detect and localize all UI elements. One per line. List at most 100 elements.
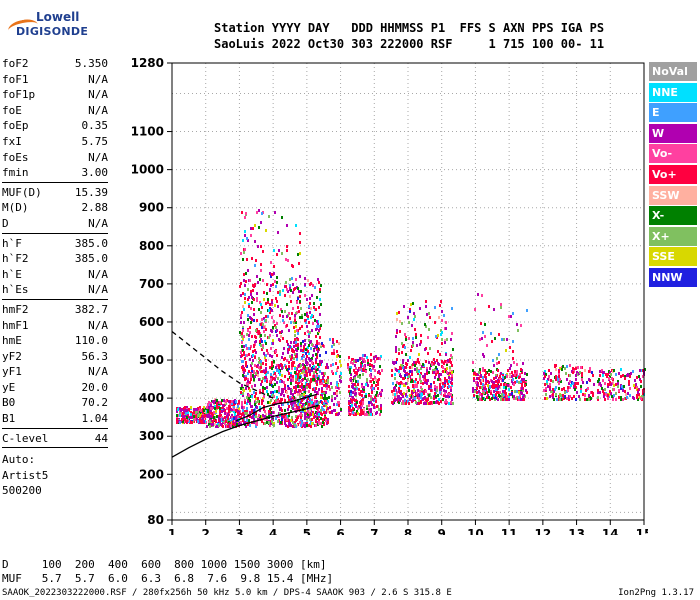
echo-point [306, 313, 308, 316]
echo-point [451, 398, 453, 401]
echo-point [519, 394, 521, 397]
echo-point [276, 253, 278, 256]
echo-point [258, 308, 260, 311]
echo-point [336, 394, 338, 397]
echo-point [246, 419, 248, 422]
echo-point [208, 413, 210, 416]
echo-point [315, 335, 317, 338]
echo-point [501, 393, 503, 396]
echo-point [323, 409, 325, 412]
echo-point [629, 375, 631, 378]
echo-point [260, 263, 262, 266]
echo-point [428, 402, 430, 405]
echo-point [601, 369, 603, 372]
echo-point [613, 384, 615, 387]
echo-point [500, 306, 502, 309]
echo-point [269, 354, 271, 357]
echo-point [295, 419, 297, 422]
echo-point [298, 381, 300, 384]
echo-point [273, 424, 275, 427]
echo-point [316, 327, 318, 330]
echo-point [176, 410, 178, 413]
echo-point [518, 396, 520, 399]
echo-point [488, 390, 490, 393]
param-key: foEs [2, 150, 29, 164]
echo-point [437, 378, 439, 381]
echo-point [306, 424, 308, 427]
echo-point [268, 336, 270, 339]
echo-point [252, 227, 254, 230]
echo-point [509, 393, 511, 396]
echo-point [410, 303, 412, 306]
echo-point [226, 415, 228, 418]
echo-point [210, 415, 212, 418]
echo-point [514, 390, 516, 393]
echo-point [269, 366, 271, 369]
echo-point [326, 397, 328, 400]
echo-point [549, 386, 551, 389]
echo-point [231, 416, 233, 419]
echo-point [261, 399, 263, 402]
echo-point [262, 344, 264, 347]
echo-point [322, 380, 324, 383]
echo-point [374, 396, 376, 399]
echo-point [245, 280, 247, 283]
echo-point [414, 397, 416, 400]
echo-point [419, 307, 421, 310]
echo-point [579, 371, 581, 374]
echo-point [203, 406, 205, 409]
echo-point [244, 421, 246, 424]
echo-point [572, 371, 574, 374]
echo-point [448, 393, 450, 396]
echo-point [490, 392, 492, 395]
echo-point [298, 364, 300, 367]
echo-point [445, 327, 447, 330]
echo-point [367, 359, 369, 362]
echo-point [427, 379, 429, 382]
echo-point [427, 336, 429, 339]
echo-point [240, 416, 242, 419]
echo-point [240, 387, 242, 390]
echo-point [282, 352, 284, 355]
echo-point [247, 288, 249, 291]
echo-point [308, 339, 310, 342]
echo-point [180, 409, 182, 412]
echo-point [240, 282, 242, 285]
echo-point [482, 331, 484, 334]
echo-point [245, 387, 247, 390]
echo-point [288, 412, 290, 415]
echo-point [248, 353, 250, 356]
echo-point [311, 367, 313, 370]
echo-point [408, 321, 410, 324]
echo-point [241, 354, 243, 357]
echo-point [361, 394, 363, 397]
echo-point [309, 297, 311, 300]
echo-point [310, 425, 312, 428]
echo-point [434, 392, 436, 395]
echo-point [493, 390, 495, 393]
echo-point [354, 390, 356, 393]
echo-point [413, 318, 415, 321]
echo-point [497, 398, 499, 401]
echo-point [606, 375, 608, 378]
echo-point [293, 386, 295, 389]
echo-point [271, 301, 273, 304]
echo-point [637, 389, 639, 392]
echo-point [260, 363, 262, 366]
echo-point [281, 310, 283, 313]
echo-point [435, 401, 437, 404]
echo-point [356, 401, 358, 404]
echo-point [288, 365, 290, 368]
echo-point [245, 361, 247, 364]
echo-point [241, 311, 243, 314]
echo-point [244, 234, 246, 237]
echo-point [316, 383, 318, 386]
param-row: M(D) 2.88 [2, 200, 108, 216]
echo-point [421, 388, 423, 391]
echo-point [369, 374, 371, 377]
echo-point [235, 416, 237, 419]
echo-point [278, 366, 280, 369]
echo-point [494, 337, 496, 340]
echo-point [398, 382, 400, 385]
echo-point [260, 338, 262, 341]
